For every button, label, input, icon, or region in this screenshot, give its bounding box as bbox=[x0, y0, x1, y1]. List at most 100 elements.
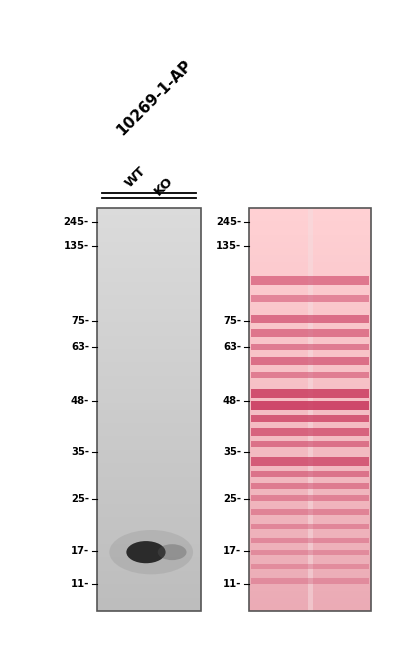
Bar bbox=[251, 441, 369, 447]
Bar bbox=[249, 470, 371, 476]
Bar bbox=[249, 343, 371, 349]
Text: 135-: 135- bbox=[216, 241, 241, 252]
Bar bbox=[249, 463, 371, 470]
Bar bbox=[97, 235, 201, 242]
Text: 48-: 48- bbox=[71, 396, 89, 406]
Bar bbox=[251, 550, 369, 555]
Bar bbox=[249, 577, 371, 584]
Bar bbox=[249, 289, 371, 295]
Bar bbox=[97, 255, 201, 262]
Bar bbox=[97, 335, 201, 343]
Bar bbox=[249, 564, 371, 571]
Bar bbox=[249, 403, 371, 410]
Bar bbox=[97, 456, 201, 463]
Bar bbox=[97, 430, 201, 436]
Bar bbox=[97, 504, 201, 510]
Bar bbox=[97, 443, 201, 450]
Bar bbox=[97, 484, 201, 490]
Bar bbox=[97, 537, 201, 544]
Bar bbox=[251, 471, 369, 477]
Text: 48-: 48- bbox=[223, 396, 241, 406]
Bar bbox=[97, 289, 201, 295]
Bar bbox=[97, 470, 201, 476]
Bar bbox=[249, 551, 371, 557]
Bar bbox=[97, 423, 201, 430]
Text: 245-: 245- bbox=[64, 217, 89, 227]
Bar bbox=[97, 329, 201, 335]
Text: 25-: 25- bbox=[71, 494, 89, 504]
Bar bbox=[249, 376, 371, 383]
Bar bbox=[97, 262, 201, 268]
Ellipse shape bbox=[158, 544, 186, 560]
Text: 63-: 63- bbox=[223, 342, 241, 352]
Bar bbox=[97, 396, 201, 403]
Bar bbox=[97, 530, 201, 537]
Bar bbox=[249, 597, 371, 604]
Bar bbox=[249, 222, 371, 228]
Bar bbox=[251, 389, 369, 398]
Bar bbox=[251, 276, 369, 285]
Bar bbox=[97, 597, 201, 604]
Bar bbox=[308, 208, 312, 611]
Bar bbox=[97, 302, 201, 309]
Bar bbox=[249, 510, 371, 517]
Bar bbox=[97, 343, 201, 349]
Bar bbox=[249, 490, 371, 497]
Bar bbox=[249, 309, 371, 315]
Bar bbox=[251, 330, 369, 337]
Bar bbox=[249, 228, 371, 235]
Bar bbox=[249, 295, 371, 302]
Bar bbox=[249, 476, 371, 484]
Bar bbox=[249, 423, 371, 430]
Bar bbox=[249, 497, 371, 504]
Bar bbox=[249, 557, 371, 564]
Bar bbox=[97, 248, 201, 255]
Bar bbox=[97, 383, 201, 389]
Text: KO: KO bbox=[151, 174, 175, 198]
Text: 135-: 135- bbox=[64, 241, 89, 252]
Bar bbox=[251, 296, 369, 302]
Text: 75-: 75- bbox=[71, 316, 89, 326]
Bar bbox=[251, 495, 369, 501]
Ellipse shape bbox=[126, 541, 166, 564]
Text: 35-: 35- bbox=[71, 447, 89, 457]
Bar bbox=[249, 282, 371, 289]
Bar bbox=[97, 214, 201, 222]
Bar bbox=[97, 557, 201, 564]
Bar bbox=[97, 591, 201, 597]
Text: 17-: 17- bbox=[71, 547, 89, 556]
Bar bbox=[249, 410, 371, 416]
Bar bbox=[251, 344, 369, 350]
Bar bbox=[249, 315, 371, 322]
Bar bbox=[97, 450, 201, 456]
Bar bbox=[249, 443, 371, 450]
Bar bbox=[97, 510, 201, 517]
Bar bbox=[251, 415, 369, 422]
Bar bbox=[97, 228, 201, 235]
Bar bbox=[251, 372, 369, 378]
Bar bbox=[251, 458, 369, 466]
Bar bbox=[97, 268, 201, 275]
Text: 17-: 17- bbox=[223, 547, 241, 556]
Text: 11-: 11- bbox=[70, 578, 89, 589]
Bar bbox=[249, 544, 371, 551]
Bar bbox=[251, 538, 369, 543]
Bar bbox=[249, 396, 371, 403]
Bar bbox=[249, 255, 371, 262]
Bar bbox=[249, 349, 371, 356]
Text: 63-: 63- bbox=[71, 342, 89, 352]
Bar bbox=[97, 564, 201, 571]
Bar bbox=[97, 356, 201, 363]
Bar bbox=[97, 416, 201, 423]
Bar bbox=[249, 504, 371, 510]
Bar bbox=[251, 357, 369, 365]
Bar bbox=[249, 275, 371, 282]
Bar bbox=[97, 295, 201, 302]
Bar bbox=[97, 497, 201, 504]
Bar bbox=[249, 436, 371, 443]
Bar bbox=[97, 322, 201, 329]
Text: 75-: 75- bbox=[223, 316, 241, 326]
Bar bbox=[97, 208, 201, 214]
Bar bbox=[97, 476, 201, 484]
Bar bbox=[249, 268, 371, 275]
